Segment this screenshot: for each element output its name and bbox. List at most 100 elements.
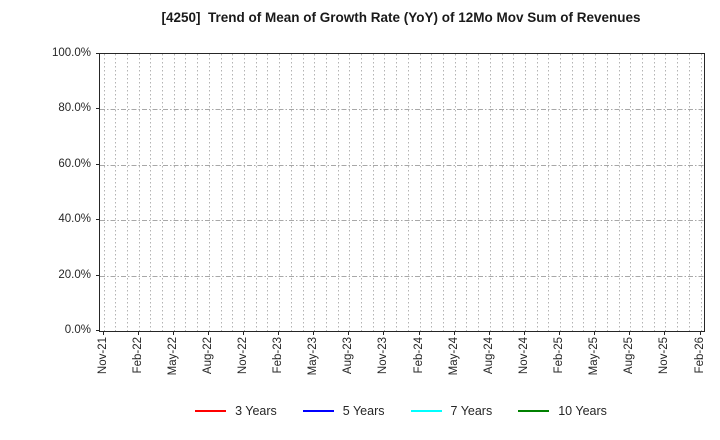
v-gridline: [677, 54, 679, 331]
v-gridline: [396, 54, 398, 331]
v-gridline: [243, 54, 245, 331]
x-tick-label: Nov-23: [377, 337, 390, 375]
v-gridline: [688, 54, 690, 331]
v-gridline: [571, 54, 573, 331]
x-tick-mark: [488, 331, 490, 335]
v-gridline: [208, 54, 210, 331]
v-gridline: [641, 54, 643, 331]
h-gridline: [100, 275, 704, 277]
h-gridline: [100, 109, 704, 111]
v-gridline: [560, 54, 562, 331]
plot-area: [99, 53, 705, 332]
v-gridline: [197, 54, 199, 331]
v-gridline: [442, 54, 444, 331]
v-gridline: [372, 54, 374, 331]
v-gridline: [302, 54, 304, 331]
y-tick-mark: [95, 163, 99, 165]
v-gridline: [513, 54, 515, 331]
v-gridline: [290, 54, 292, 331]
v-gridline: [548, 54, 550, 331]
v-gridline: [489, 54, 491, 331]
x-tick-mark: [278, 331, 280, 335]
x-tick-label: Nov-22: [236, 337, 249, 375]
x-tick-mark: [313, 331, 315, 335]
v-gridline: [606, 54, 608, 331]
v-gridline: [595, 54, 597, 331]
v-gridline: [361, 54, 363, 331]
h-gridline: [100, 220, 704, 222]
v-gridline: [501, 54, 503, 331]
x-tick-mark: [242, 331, 244, 335]
y-tick-label: 100.0%: [51, 47, 91, 59]
x-tick-mark: [172, 331, 174, 335]
y-tick-label: 0.0%: [64, 324, 91, 336]
v-gridline: [630, 54, 632, 331]
v-gridline: [349, 54, 351, 331]
y-tick-label: 80.0%: [58, 102, 91, 115]
x-tick-label: May-22: [166, 337, 179, 376]
legend-line-swatch: [195, 409, 227, 413]
v-gridline: [232, 54, 234, 331]
v-gridline: [407, 54, 409, 331]
v-gridline: [466, 54, 468, 331]
v-gridline: [173, 54, 175, 331]
y-tick-label: 40.0%: [58, 213, 91, 226]
chart-title: [4250] Trend of Mean of Growth Rate (YoY…: [161, 10, 641, 25]
v-gridline: [700, 54, 702, 331]
x-tick-mark: [418, 331, 420, 335]
legend-label: 7 Years: [450, 404, 493, 418]
legend-item: 10 Years: [518, 404, 607, 418]
x-tick-label: Feb-22: [131, 337, 144, 374]
x-tick-label: Aug-24: [482, 337, 495, 375]
v-gridline: [255, 54, 257, 331]
x-tick-mark: [699, 331, 701, 335]
x-tick-mark: [348, 331, 350, 335]
x-tick-mark: [523, 331, 525, 335]
v-gridline: [536, 54, 538, 331]
x-tick-label: Feb-24: [412, 337, 425, 374]
y-tick-mark: [95, 219, 99, 221]
v-gridline: [454, 54, 456, 331]
legend-item: 5 Years: [302, 404, 385, 418]
y-tick-mark: [95, 330, 99, 331]
x-tick-label: Nov-25: [658, 337, 671, 375]
x-tick-label: May-23: [307, 337, 320, 376]
x-tick-mark: [559, 331, 561, 335]
y-tick-label: 20.0%: [58, 268, 91, 281]
v-gridline: [314, 54, 316, 331]
legend-item: 3 Years: [195, 404, 277, 418]
legend-label: 10 Years: [558, 404, 607, 418]
x-tick-mark: [102, 331, 104, 335]
v-gridline: [583, 54, 585, 331]
legend-line-swatch: [518, 409, 550, 413]
v-gridline: [618, 54, 620, 331]
x-tick-label: Aug-22: [201, 337, 214, 375]
v-gridline: [665, 54, 667, 331]
y-tick-label: 60.0%: [58, 157, 91, 170]
v-gridline: [384, 54, 386, 331]
legend-label: 5 Years: [342, 404, 385, 418]
x-tick-label: Feb-26: [693, 337, 706, 374]
v-gridline: [126, 54, 128, 331]
x-tick-label: May-24: [447, 337, 460, 376]
y-tick-mark: [95, 274, 99, 276]
legend: 3 Years 5 Years 7 Years 10 Years: [99, 404, 703, 418]
v-gridline: [138, 54, 140, 331]
legend-line-swatch: [302, 409, 334, 413]
legend-label: 3 Years: [235, 404, 277, 418]
v-gridline: [103, 54, 105, 331]
v-gridline: [267, 54, 269, 331]
v-gridline: [419, 54, 421, 331]
v-gridline: [337, 54, 339, 331]
v-gridline: [150, 54, 152, 331]
legend-item: 7 Years: [410, 404, 493, 418]
x-tick-label: Nov-24: [517, 337, 530, 375]
v-gridline: [524, 54, 526, 331]
v-gridline: [478, 54, 480, 331]
x-tick-mark: [453, 331, 455, 335]
x-tick-mark: [383, 331, 385, 335]
x-tick-label: May-25: [588, 337, 601, 376]
y-tick-mark: [95, 53, 99, 54]
v-gridline: [431, 54, 433, 331]
